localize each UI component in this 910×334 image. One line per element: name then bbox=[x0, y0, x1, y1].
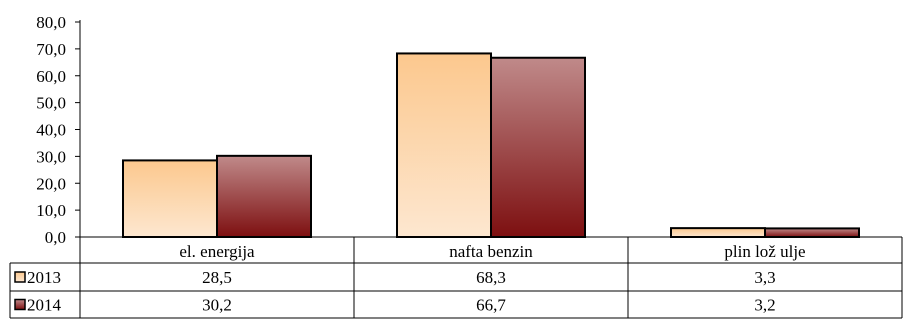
y-tick-label: 40,0 bbox=[36, 121, 66, 140]
category-label: plin lož ulje bbox=[724, 242, 805, 261]
legend-swatch-2014 bbox=[14, 298, 26, 311]
bars bbox=[122, 52, 860, 239]
y-tick-label: 30,0 bbox=[36, 147, 66, 166]
y-tick-label: 20,0 bbox=[36, 174, 66, 193]
data-label: 3,2 bbox=[754, 296, 775, 315]
y-tick-label: 80,0 bbox=[36, 13, 66, 32]
data-label: 3,3 bbox=[754, 268, 775, 287]
bar-2014-2 bbox=[764, 227, 860, 238]
bar-2013-0 bbox=[122, 159, 218, 238]
y-tick-label: 50,0 bbox=[36, 94, 66, 113]
data-label: 66,7 bbox=[476, 296, 506, 315]
legend-swatch-2013 bbox=[14, 271, 26, 283]
y-axis: 0,0 10,0 20,0 30,0 40,0 50,0 60,0 70,0 80,0 bbox=[36, 13, 81, 247]
y-tick-label: 70,0 bbox=[36, 40, 66, 59]
bar-2014-1 bbox=[490, 56, 586, 239]
y-tick-label: 60,0 bbox=[36, 67, 66, 86]
legend-label-2014: 2014 bbox=[27, 296, 62, 315]
bar-2013-2 bbox=[670, 227, 766, 239]
legend-label-2013: 2013 bbox=[27, 268, 61, 287]
data-label: 30,2 bbox=[202, 296, 232, 315]
y-tick-label: 0,0 bbox=[45, 228, 66, 247]
bar-2014-0 bbox=[216, 154, 312, 238]
category-label: el. energija bbox=[179, 242, 255, 261]
data-label: 68,3 bbox=[476, 268, 506, 287]
data-table: el. energija nafta benzin plin lož ulje 201… bbox=[9, 236, 903, 319]
data-label: 28,5 bbox=[202, 268, 232, 287]
y-tick-label: 10,0 bbox=[36, 201, 66, 220]
category-label: nafta benzin bbox=[449, 242, 533, 261]
bar-2013-1 bbox=[396, 52, 492, 238]
